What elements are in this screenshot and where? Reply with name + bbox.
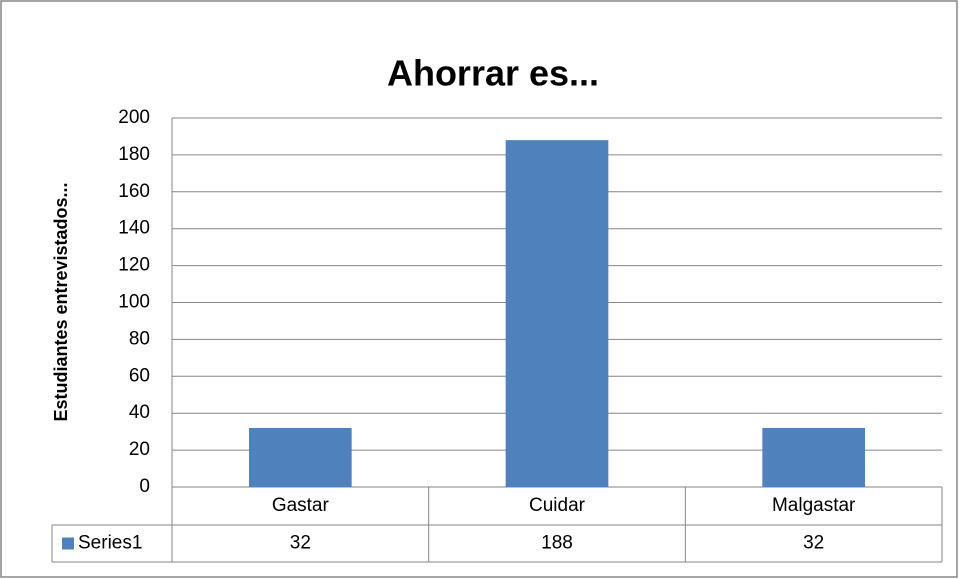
y-axis-title: Estudiantes entrevistados... (51, 182, 71, 421)
x-tick-label: Malgastar (772, 495, 856, 516)
bar (505, 140, 609, 487)
legend-key (62, 537, 74, 550)
table-value: 188 (541, 533, 573, 554)
table-value: 32 (290, 533, 311, 554)
y-tick-label: 80 (129, 328, 150, 349)
chart-title: Ahorrar es... (387, 53, 599, 94)
y-tick-label: 160 (118, 181, 150, 202)
x-tick-label: Gastar (272, 495, 330, 516)
y-tick-label: 0 (139, 476, 150, 497)
table-value: 32 (803, 533, 824, 554)
x-tick-label: Cuidar (529, 495, 586, 516)
legend-label: Series1 (78, 533, 142, 554)
y-tick-label: 180 (118, 144, 150, 165)
y-tick-label: 60 (129, 365, 150, 386)
y-tick-label: 100 (118, 292, 150, 313)
y-tick-label: 120 (118, 255, 150, 276)
y-tick-label: 140 (118, 218, 150, 239)
bar (249, 427, 352, 487)
y-tick-label: 40 (129, 402, 150, 423)
y-tick-label: 200 (118, 107, 150, 128)
y-tick-label: 20 (129, 439, 150, 460)
bar (762, 427, 865, 487)
